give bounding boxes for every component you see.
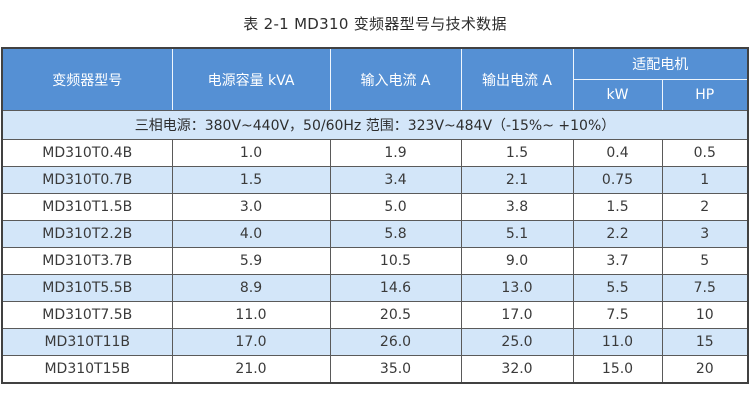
- table-row: MD310T11B 17.0 26.0 25.0 11.0 15: [1, 328, 749, 356]
- table-row: MD310T3.7B 5.9 10.5 9.0 3.7 5: [1, 247, 749, 275]
- cell-input-current-a: 10.5: [329, 247, 462, 275]
- cell-capacity-kva: 3.0: [171, 193, 331, 221]
- cell-capacity-kva: 1.5: [171, 166, 331, 194]
- cell-input-current-a: 26.0: [329, 328, 462, 356]
- cell-input-current-a: 5.8: [329, 220, 462, 248]
- table-row: MD310T5.5B 8.9 14.6 13.0 5.5 7.5: [1, 274, 749, 302]
- cell-model: MD310T0.7B: [1, 166, 173, 194]
- cell-input-current-a: 3.4: [329, 166, 462, 194]
- cell-input-current-a: 5.0: [329, 193, 462, 221]
- cell-model: MD310T1.5B: [1, 193, 173, 221]
- cell-input-current-a: 20.5: [329, 301, 462, 329]
- cell-capacity-kva: 21.0: [171, 355, 331, 384]
- cell-hp: 5: [661, 247, 749, 275]
- cell-capacity-kva: 4.0: [171, 220, 331, 248]
- cell-hp: 1: [661, 166, 749, 194]
- col-header-model: 变频器型号: [1, 47, 173, 111]
- cell-kw: 0.4: [572, 139, 663, 167]
- cell-hp: 0.5: [661, 139, 749, 167]
- cell-hp: 2: [661, 193, 749, 221]
- cell-model: MD310T7.5B: [1, 301, 173, 329]
- cell-kw: 11.0: [572, 328, 663, 356]
- cell-kw: 7.5: [572, 301, 663, 329]
- inverter-spec-table: 变频器型号 电源容量 kVA 输入电流 A 输出电流 A 适配电机 kW HP …: [1, 47, 749, 384]
- col-header-output-current: 输出电流 A: [460, 47, 574, 111]
- table-header: 变频器型号 电源容量 kVA 输入电流 A 输出电流 A 适配电机 kW HP: [1, 47, 749, 111]
- cell-kw: 3.7: [572, 247, 663, 275]
- cell-hp: 10: [661, 301, 749, 329]
- cell-output-current-a: 9.0: [460, 247, 574, 275]
- power-supply-note: 三相电源：380V~440V，50/60Hz 范围：323V~484V（-15%…: [1, 110, 749, 140]
- cell-model: MD310T11B: [1, 328, 173, 356]
- cell-kw: 1.5: [572, 193, 663, 221]
- cell-model: MD310T2.2B: [1, 220, 173, 248]
- cell-hp: 15: [661, 328, 749, 356]
- table-row: MD310T7.5B 11.0 20.5 17.0 7.5 10: [1, 301, 749, 329]
- cell-kw: 0.75: [572, 166, 663, 194]
- cell-hp: 20: [661, 355, 749, 384]
- cell-output-current-a: 17.0: [460, 301, 574, 329]
- cell-kw: 2.2: [572, 220, 663, 248]
- cell-model: MD310T3.7B: [1, 247, 173, 275]
- cell-model: MD310T5.5B: [1, 274, 173, 302]
- cell-capacity-kva: 1.0: [171, 139, 331, 167]
- cell-capacity-kva: 5.9: [171, 247, 331, 275]
- col-header-hp: HP: [661, 79, 749, 111]
- table-row: MD310T0.4B 1.0 1.9 1.5 0.4 0.5: [1, 139, 749, 167]
- col-header-kw: kW: [572, 79, 663, 111]
- cell-output-current-a: 5.1: [460, 220, 574, 248]
- table-row: MD310T0.7B 1.5 3.4 2.1 0.75 1: [1, 166, 749, 194]
- table-title: 表 2-1 MD310 变频器型号与技术数据: [243, 15, 507, 33]
- table-row: MD310T15B 21.0 35.0 32.0 15.0 20: [1, 355, 749, 384]
- table-row: MD310T1.5B 3.0 5.0 3.8 1.5 2: [1, 193, 749, 221]
- cell-output-current-a: 25.0: [460, 328, 574, 356]
- cell-output-current-a: 1.5: [460, 139, 574, 167]
- cell-input-current-a: 35.0: [329, 355, 462, 384]
- power-supply-band: 三相电源：380V~440V，50/60Hz 范围：323V~484V（-15%…: [1, 110, 749, 140]
- cell-capacity-kva: 8.9: [171, 274, 331, 302]
- cell-model: MD310T0.4B: [1, 139, 173, 167]
- col-header-capacity-kva: 电源容量 kVA: [171, 47, 331, 111]
- cell-input-current-a: 14.6: [329, 274, 462, 302]
- cell-output-current-a: 32.0: [460, 355, 574, 384]
- power-supply-row: 三相电源：380V~440V，50/60Hz 范围：323V~484V（-15%…: [1, 110, 749, 140]
- col-header-input-current: 输入电流 A: [329, 47, 462, 111]
- header-row-sub: kW HP: [2, 79, 749, 111]
- cell-output-current-a: 2.1: [460, 166, 574, 194]
- cell-capacity-kva: 17.0: [171, 328, 331, 356]
- table-body: MD310T0.4B 1.0 1.9 1.5 0.4 0.5 MD310T0.7B 1.5 3.…: [1, 139, 749, 384]
- col-header-adapted-motor: 适配电机: [572, 47, 749, 80]
- table-row: MD310T2.2B 4.0 5.8 5.1 2.2 3: [1, 220, 749, 248]
- cell-input-current-a: 1.9: [329, 139, 462, 167]
- cell-output-current-a: 3.8: [460, 193, 574, 221]
- cell-hp: 3: [661, 220, 749, 248]
- cell-kw: 5.5: [572, 274, 663, 302]
- cell-output-current-a: 13.0: [460, 274, 574, 302]
- header-row-main: 变频器型号 电源容量 kVA 输入电流 A 输出电流 A 适配电机: [1, 47, 749, 111]
- cell-hp: 7.5: [661, 274, 749, 302]
- cell-kw: 15.0: [572, 355, 663, 384]
- cell-capacity-kva: 11.0: [171, 301, 331, 329]
- cell-model: MD310T15B: [1, 355, 173, 384]
